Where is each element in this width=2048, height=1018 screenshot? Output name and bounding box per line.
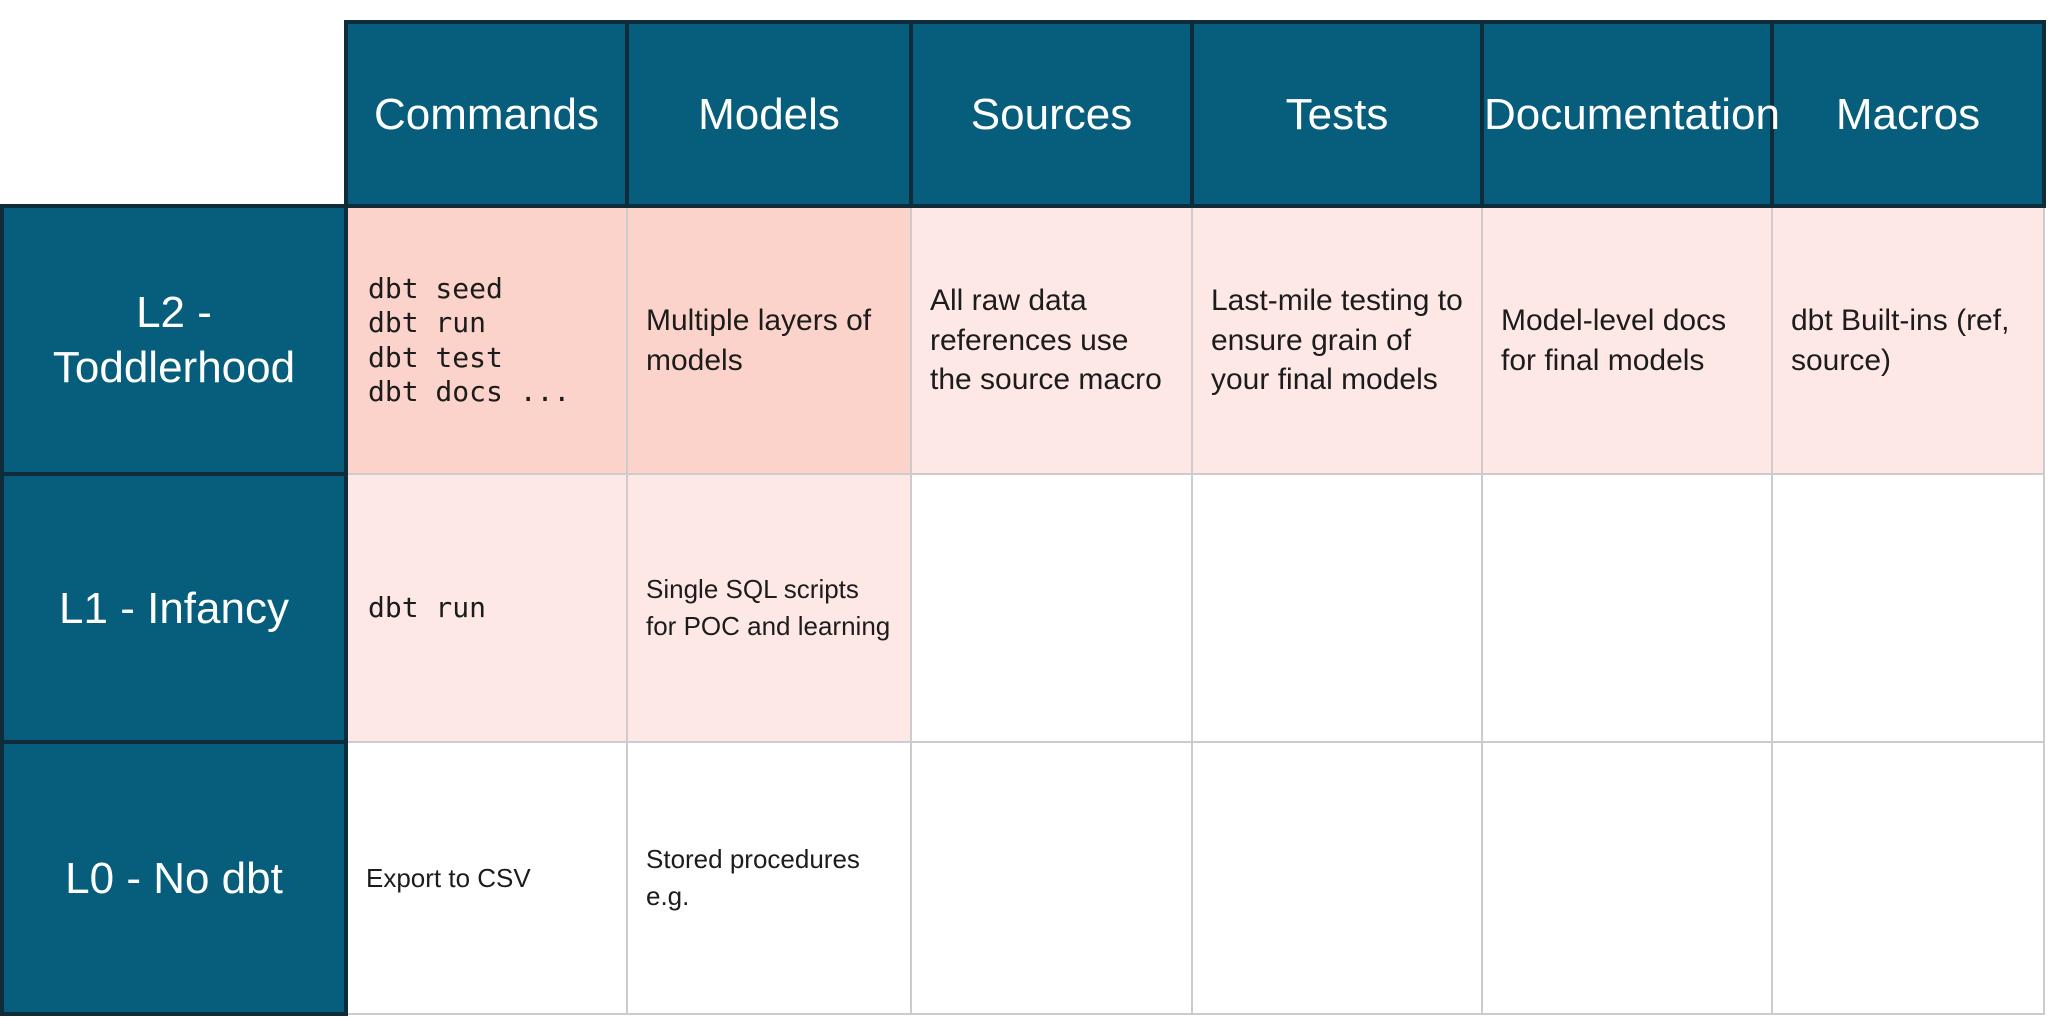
column-header-macros: Macros	[1770, 20, 2046, 208]
cell-l0-tests	[1191, 741, 1483, 1015]
column-header-commands: Commands	[344, 20, 629, 208]
column-header-documentation: Documentation	[1480, 20, 1780, 208]
cell-l0-macros	[1771, 741, 2045, 1015]
cell-l2-commands: dbt seed dbt run dbt test dbt docs ...	[345, 205, 628, 475]
table-row-l2-toddlerhood: L2 - Toddlerhood dbt seed dbt run dbt te…	[0, 204, 2045, 476]
row-header-l0-no-dbt: L0 - No dbt	[0, 740, 348, 1016]
cell-l2-models: Multiple layers of models	[626, 205, 912, 475]
cell-l1-macros	[1771, 473, 2045, 743]
table-row-l1-infancy: L1 - Infancy dbt run Single SQL scripts …	[0, 472, 2045, 744]
cell-l2-tests: Last-mile testing to ensure grain of you…	[1191, 205, 1483, 475]
cell-l0-models: Stored procedures e.g.	[626, 741, 912, 1015]
cell-l0-commands: Export to CSV	[345, 741, 628, 1015]
table-row-l0-no-dbt: L0 - No dbt Export to CSV Stored procedu…	[0, 740, 2045, 1016]
cell-l1-commands: dbt run	[345, 473, 628, 743]
cell-l2-documentation: Model-level docs for final models	[1481, 205, 1773, 475]
cell-l1-models: Single SQL scripts for POC and learning	[626, 473, 912, 743]
cell-l1-sources	[910, 473, 1193, 743]
cell-l2-sources: All raw data references use the source m…	[910, 205, 1193, 475]
maturity-matrix-table: Commands Models Sources Tests Documentat…	[0, 20, 2046, 1016]
cell-l0-documentation	[1481, 741, 1773, 1015]
cell-l2-macros: dbt Built-ins (ref, source)	[1771, 205, 2045, 475]
column-header-models: Models	[625, 20, 913, 208]
cell-l0-sources	[910, 741, 1193, 1015]
corner-spacer	[2, 22, 346, 206]
row-header-l2-toddlerhood: L2 - Toddlerhood	[0, 204, 348, 476]
cell-l1-documentation	[1481, 473, 1773, 743]
row-header-l1-infancy: L1 - Infancy	[0, 472, 348, 744]
column-header-tests: Tests	[1190, 20, 1484, 208]
column-header-row: Commands Models Sources Tests Documentat…	[2, 20, 2046, 208]
column-header-sources: Sources	[909, 20, 1194, 208]
cell-l1-tests	[1191, 473, 1483, 743]
